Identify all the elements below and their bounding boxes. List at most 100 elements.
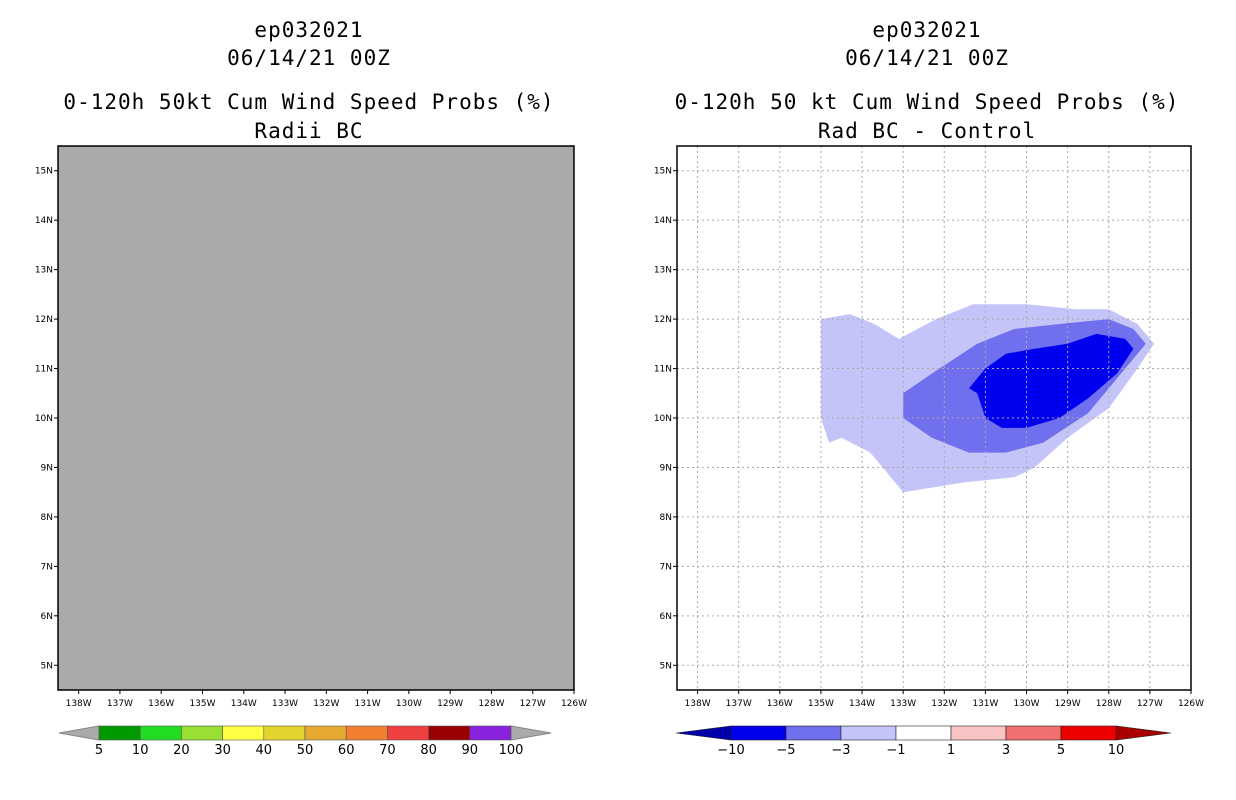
y-tick-label: 14N bbox=[35, 216, 53, 226]
y-tick-label: 8N bbox=[41, 513, 53, 523]
x-tick-label: 126W bbox=[1178, 699, 1204, 709]
colorbar-swatch bbox=[895, 725, 952, 741]
left-panel: ep032021 06/14/21 00Z 0-120h 50kt Cum Wi… bbox=[35, 18, 587, 758]
plot-area bbox=[58, 146, 574, 690]
colorbar-swatch bbox=[387, 725, 429, 741]
x-tick-label: 128W bbox=[478, 699, 504, 709]
colorbar-label: −1 bbox=[886, 743, 905, 758]
x-tick-label: 130W bbox=[396, 699, 422, 709]
colorbar-swatch bbox=[263, 725, 306, 741]
colorbar-swatch bbox=[950, 725, 1007, 741]
y-tick-label: 12N bbox=[35, 315, 53, 325]
colorbar-swatch bbox=[469, 725, 512, 741]
y-tick-label: 11N bbox=[35, 365, 53, 375]
colorbar-label: 10 bbox=[132, 743, 149, 758]
colorbar-label: 1 bbox=[947, 743, 955, 758]
x-tick-label: 126W bbox=[561, 699, 587, 709]
colorbar: −10 −5 −3 −1 1 3 5 10 bbox=[675, 725, 1172, 758]
colorbar-swatch bbox=[785, 725, 842, 741]
x-tick-label: 138W bbox=[66, 699, 92, 709]
y-tick-label: 13N bbox=[35, 266, 53, 276]
colorbar-label: 10 bbox=[1108, 743, 1125, 758]
colorbar-label: 80 bbox=[420, 743, 437, 758]
y-tick-label: 9N bbox=[41, 463, 53, 473]
colorbar-label: 50 bbox=[297, 743, 314, 758]
colorbar-arrow-low bbox=[58, 725, 100, 741]
colorbar-swatch bbox=[304, 725, 347, 741]
colorbar-label: 60 bbox=[338, 743, 355, 758]
colorbar-label: −5 bbox=[776, 743, 795, 758]
y-tick-label: 6N bbox=[660, 612, 672, 622]
colorbar-label: 5 bbox=[95, 743, 103, 758]
y-tick-label: 5N bbox=[41, 661, 53, 671]
chart-subtitle: Radii BC bbox=[254, 119, 364, 143]
x-tick-label: 130W bbox=[1013, 699, 1039, 709]
x-tick-label: 135W bbox=[808, 699, 834, 709]
x-tick-label: 131W bbox=[972, 699, 998, 709]
probability-map: 138W 137W 136W 135W 134W 133W 132W 131W 130W 129W… bbox=[35, 145, 587, 758]
colorbar-label: −3 bbox=[831, 743, 850, 758]
contour-region-3 bbox=[964, 333, 1134, 428]
x-tick-label: 134W bbox=[849, 699, 875, 709]
y-tick-label: 6N bbox=[41, 612, 53, 622]
colorbar-label: 30 bbox=[214, 743, 231, 758]
y-tick-label: 15N bbox=[35, 167, 53, 177]
colorbar-swatch bbox=[98, 725, 141, 741]
x-tick-label: 138W bbox=[685, 699, 711, 709]
difference-map: 138W 137W 136W 135W 134W 133W 132W 131W 130W 129W… bbox=[654, 145, 1204, 758]
colorbar-label: 100 bbox=[499, 743, 524, 758]
datetime-label: 06/14/21 00Z bbox=[227, 46, 391, 70]
right-panel: ep032021 06/14/21 00Z 0-120h 50 kt Cum W… bbox=[618, 0, 1236, 800]
chart-title: 0-120h 50 kt Cum Wind Speed Probs (%) bbox=[674, 90, 1180, 114]
colorbar-label: 5 bbox=[1057, 743, 1065, 758]
x-tick-label: 127W bbox=[520, 699, 546, 709]
colorbar-swatch bbox=[222, 725, 265, 741]
x-tick-label: 135W bbox=[189, 699, 215, 709]
y-tick-label: 14N bbox=[654, 216, 672, 226]
colorbar-arrow-high bbox=[1115, 725, 1172, 741]
colorbar-swatch bbox=[345, 725, 388, 741]
colorbar-swatch bbox=[1005, 725, 1062, 741]
y-tick-label: 12N bbox=[654, 315, 672, 325]
colorbar-label: 90 bbox=[462, 743, 479, 758]
colorbar-swatch bbox=[730, 725, 787, 741]
y-tick-label: 5N bbox=[660, 661, 672, 671]
colorbar-label: 20 bbox=[173, 743, 190, 758]
y-tick-label: 8N bbox=[660, 513, 672, 523]
storm-id-label: ep032021 bbox=[872, 18, 982, 42]
x-tick-label: 136W bbox=[148, 699, 174, 709]
colorbar-label: −10 bbox=[717, 743, 744, 758]
x-tick-label: 134W bbox=[231, 699, 257, 709]
y-tick-label: 7N bbox=[41, 562, 53, 572]
colorbar-arrow-high bbox=[510, 725, 552, 741]
x-tick-label: 133W bbox=[272, 699, 298, 709]
x-tick-label: 132W bbox=[313, 699, 339, 709]
y-tick-label: 7N bbox=[660, 562, 672, 572]
storm-id-label: ep032021 bbox=[254, 18, 364, 42]
y-tick-label: 10N bbox=[654, 414, 672, 424]
x-tick-label: 133W bbox=[890, 699, 916, 709]
colorbar: 5 10 20 30 40 50 60 70 80 90 100 bbox=[58, 725, 552, 758]
colorbar-arrow-low bbox=[675, 725, 732, 741]
chart-title: 0-120h 50kt Cum Wind Speed Probs (%) bbox=[63, 90, 555, 114]
colorbar-swatch bbox=[840, 725, 897, 741]
datetime-label: 06/14/21 00Z bbox=[845, 46, 1009, 70]
colorbar-swatch bbox=[1060, 725, 1117, 741]
x-tick-label: 137W bbox=[107, 699, 133, 709]
x-tick-label: 131W bbox=[355, 699, 381, 709]
colorbar-swatch bbox=[139, 725, 182, 741]
x-tick-label: 129W bbox=[437, 699, 463, 709]
y-tick-label: 9N bbox=[660, 463, 672, 473]
colorbar-label: 3 bbox=[1002, 743, 1010, 758]
colorbar-label: 40 bbox=[256, 743, 273, 758]
chart-subtitle: Rad BC - Control bbox=[817, 119, 1037, 143]
colorbar-label: 70 bbox=[379, 743, 396, 758]
y-tick-label: 13N bbox=[654, 266, 672, 276]
y-tick-label: 15N bbox=[654, 167, 672, 177]
y-tick-label: 11N bbox=[654, 365, 672, 375]
x-tick-label: 137W bbox=[726, 699, 752, 709]
x-tick-label: 136W bbox=[767, 699, 793, 709]
x-tick-label: 127W bbox=[1137, 699, 1163, 709]
x-tick-label: 129W bbox=[1055, 699, 1081, 709]
colorbar-swatch bbox=[428, 725, 471, 741]
